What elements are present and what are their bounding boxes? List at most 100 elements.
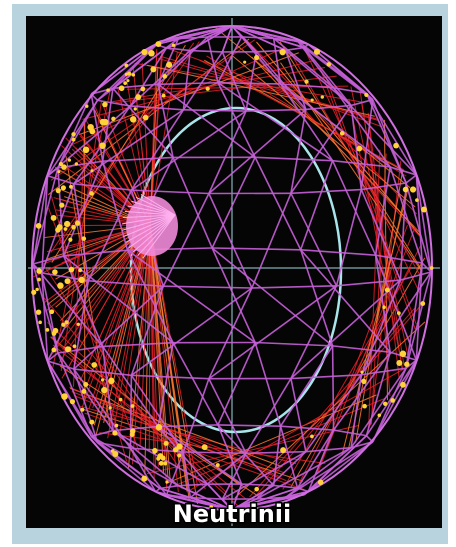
wireframe-edge [73,285,164,370]
cone-ray [140,193,176,216]
photon-hit [130,117,135,122]
wireframe-edge [365,351,391,436]
wireframe-edge [280,425,334,431]
photon-hit [313,48,321,55]
wireframe-edge [88,280,164,288]
photon-hit [89,191,94,196]
photon-hit [74,162,79,166]
wireframe-edge [183,108,247,112]
photon-hit [49,309,55,315]
photon-hit [78,276,85,284]
photon-hit [160,455,166,461]
wireframe-edge [360,279,402,376]
wireframe-edge [360,189,402,281]
wireframe-edge [46,360,92,437]
photon-hit [404,361,410,367]
wireframe-edge [361,182,407,191]
wireframe-edge [299,160,334,251]
photon-hit [390,398,395,403]
wireframe-edge [57,99,99,169]
wireframe-edge [207,25,233,38]
wireframe-edge [112,87,174,159]
wireframe-edge [130,287,253,376]
track-ray [103,224,151,423]
photon-hit [209,505,214,510]
wireframe-edge [130,374,185,453]
track-ray [92,224,151,409]
wireframe-edge [97,99,131,107]
wireframe-edge [415,263,423,361]
wireframe-edge [300,248,376,256]
wireframe-edge [217,424,243,485]
track-ray [234,321,426,499]
cone-ray [122,214,176,231]
photon-hit [57,170,61,174]
wireframe-edge [405,182,432,273]
photon-hit [310,434,314,439]
track-ray [50,337,239,507]
wireframe-edge [90,435,161,490]
wireframe-edge [131,189,209,195]
wireframe-edge [246,108,306,112]
photon-hit [135,94,142,101]
wireframe-edge [112,40,161,89]
photon-hit [35,287,39,292]
wireframe-edge [405,262,423,369]
photon-hit [163,440,169,446]
photon-hit [140,86,146,92]
wireframe-edge [303,46,374,101]
wireframe-edge [350,374,363,448]
wireframe-edge [231,487,298,511]
photon-hit [393,142,399,149]
photon-hit [205,86,210,91]
wireframe-edge [157,38,180,85]
wireframe-edge [162,193,210,287]
wireframe-edge [190,49,223,53]
wireframe-edge [57,345,103,354]
wireframe-edge [333,429,367,437]
photon-hit [177,453,182,458]
photon-hit [90,169,94,173]
wireframe-edge [90,435,179,487]
photon-hit [101,386,108,394]
photon-hit [68,237,73,242]
photon-hit [76,322,80,326]
wireframe-edge [303,47,352,106]
photon-hit [35,309,42,315]
photon-hit [377,413,382,417]
photon-hit [78,268,83,273]
photon-hit [35,223,42,229]
wireframe-edge [299,249,334,347]
wireframe-edge [157,342,174,427]
wireframe-edge [217,82,256,158]
wireframe-edge [255,156,333,162]
track-ray [50,196,128,462]
wireframe-edge [365,359,418,437]
cone-ray [142,214,176,259]
wireframe-edge [217,424,281,428]
wireframe-edge [272,426,282,486]
wireframe-edge [130,105,184,111]
photon-hit [402,186,409,193]
photon-hit [201,444,208,451]
photon-hit [69,399,76,405]
wireframe-edge [217,82,334,162]
track-ray [319,67,416,330]
photon-hit [71,132,76,137]
wireframe-edge [32,255,64,265]
wireframe-edge [254,342,282,427]
wireframe-edge [178,25,233,40]
wireframe-edge [231,483,243,511]
wireframe-edge [217,36,243,84]
wireframe-edge [375,254,423,264]
track-ray [146,64,375,117]
wireframe-edge [57,352,93,437]
wireframe-edge [73,280,90,370]
photon-hit [89,128,96,135]
photon-hit [279,48,286,56]
track-ray [251,56,421,233]
wireframe-edge [245,378,292,454]
wireframe-edge [206,36,219,83]
photon-hit [123,81,128,85]
track-ray [256,41,421,236]
